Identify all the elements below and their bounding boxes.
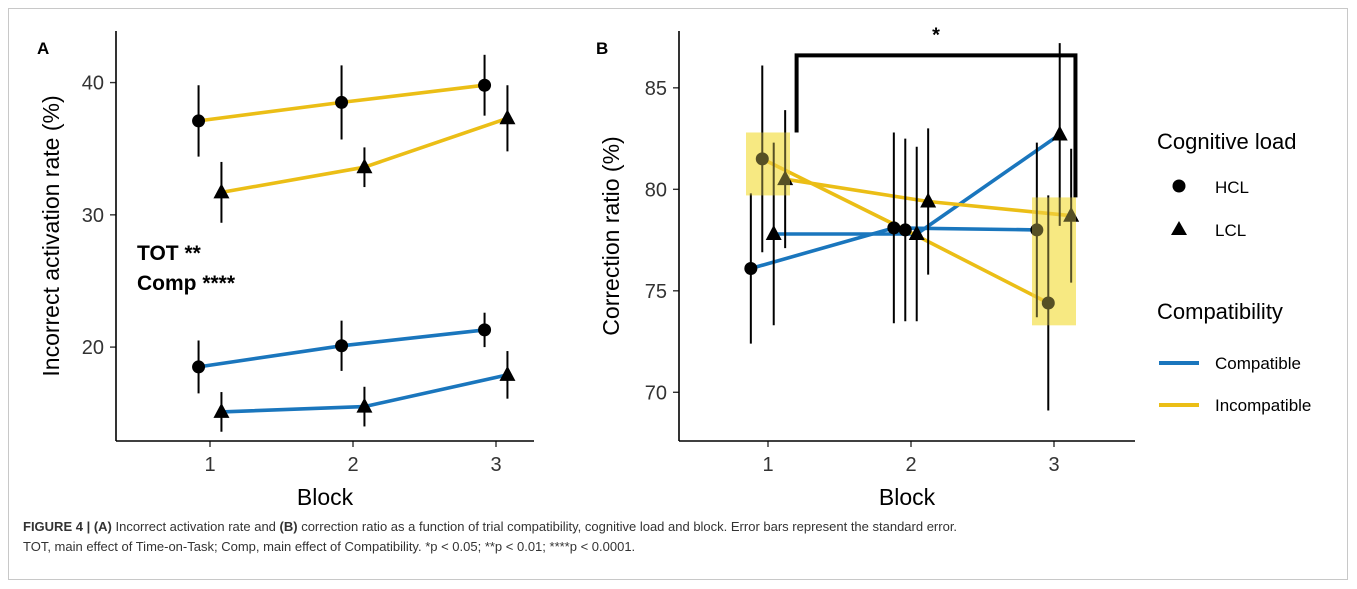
panel-b-x-axis-title: Block: [879, 484, 936, 509]
panel-b-y-tick-label: 75: [645, 281, 667, 303]
panel-b-point-lcl: [908, 224, 925, 240]
panel-b-point-hcl: [1041, 296, 1055, 310]
panel-a-y-tick-label: 30: [82, 205, 104, 227]
panel-b-y-tick-label: 70: [645, 382, 667, 404]
panel-a-annotation-comp: Comp ****: [137, 272, 236, 295]
panel-b-point-hcl: [744, 261, 758, 275]
panel-a-point-hcl: [192, 360, 206, 374]
panel-a-point-lcl: [499, 365, 516, 381]
panel-b-point-hcl: [755, 152, 769, 166]
panel-a: A 20 30 40 1 2 3 Block Incorrect activation r…: [37, 31, 534, 509]
figure-caption: FIGURE 4 | (A) Incorrect activation rate…: [23, 517, 1333, 557]
panel-a-point-hcl: [478, 323, 492, 337]
panel-b-point-hcl: [898, 223, 912, 237]
panel-b-significance-star: *: [932, 24, 940, 46]
panel-a-annotation-tot: TOT **: [137, 242, 202, 265]
panel-a-point-lcl: [213, 183, 230, 199]
figure-frame: A 20 30 40 1 2 3 Block Incorrect activation r…: [8, 8, 1348, 580]
caption-figure-label: FIGURE 4 |: [23, 519, 91, 534]
panel-a-point-hcl: [478, 78, 492, 92]
panel-a-plot-area: 20 30 40 1 2 3: [82, 54, 516, 476]
legend-compatible-label: Compatible: [1215, 354, 1301, 373]
legend-lcl-marker: [1171, 221, 1187, 235]
legend: Cognitive load HCL LCL Compatibility Com…: [1157, 129, 1311, 415]
caption-line-1: FIGURE 4 | (A) Incorrect activation rate…: [23, 517, 1333, 537]
panel-a-point-hcl: [335, 339, 349, 353]
panel-b-highlight-overlay-block-1: [746, 132, 790, 196]
legend-load-title: Cognitive load: [1157, 129, 1296, 154]
panel-b-significance-bracket: [794, 53, 1078, 198]
panel-b-tag: B: [596, 39, 608, 58]
panel-b-y-tick-label: 85: [645, 78, 667, 100]
panel-a-point-hcl: [192, 114, 206, 128]
panel-b-y-tick-label: 80: [645, 179, 667, 201]
caption-text-2: correction ratio as a function of trial …: [297, 519, 958, 534]
panel-a-x-tick-label: 1: [204, 454, 215, 476]
panel-a-x-tick-label: 3: [490, 454, 501, 476]
figure-canvas: A 20 30 40 1 2 3 Block Incorrect activation r…: [37, 24, 1311, 509]
panel-b-point-lcl: [1051, 125, 1068, 141]
panel-b-point-lcl: [1063, 206, 1080, 222]
panel-b-point-lcl: [777, 170, 794, 186]
panel-b-point-hcl: [887, 221, 901, 235]
caption-part-a: (A): [93, 519, 112, 534]
panel-a-point-lcl: [213, 402, 230, 418]
panel-b-y-axis-title: Correction ratio (%): [598, 136, 624, 335]
panel-a-y-tick-label: 40: [82, 73, 104, 95]
panel-a-y-axis-title: Incorrect activation rate (%): [38, 95, 64, 376]
panel-b-x-tick-label: 2: [905, 454, 916, 476]
legend-compat-title: Compatibility: [1157, 299, 1283, 324]
legend-hcl-marker: [1172, 179, 1186, 193]
legend-incompatible-label: Incompatible: [1215, 396, 1311, 415]
panel-a-point-lcl: [499, 109, 516, 125]
caption-text-1: Incorrect activation rate and: [111, 519, 280, 534]
panel-a-x-tick-label: 2: [347, 454, 358, 476]
panel-b-point-lcl: [920, 192, 937, 208]
caption-line-2: TOT, main effect of Time-on-Task; Comp, …: [23, 539, 636, 554]
caption-part-b: (B): [279, 519, 298, 534]
panel-b-highlight-overlay-block-3: [1032, 197, 1076, 326]
panel-a-point-lcl: [356, 397, 373, 413]
panel-a-y-tick-label: 20: [82, 337, 104, 359]
legend-hcl-label: HCL: [1215, 178, 1249, 197]
panel-b-x-tick-label: 3: [1048, 454, 1059, 476]
panel-a-point-hcl: [335, 95, 349, 109]
legend-lcl-label: LCL: [1215, 221, 1246, 240]
panel-b: B 70 75 80 85 1 2 3 * Block Correction ratio (%…: [596, 24, 1135, 509]
panel-b-point-hcl: [1030, 223, 1044, 237]
panel-a-point-lcl: [356, 158, 373, 174]
panel-b-plot-area: 70 75 80 85 1 2 3 *: [645, 24, 1080, 476]
panel-b-x-tick-label: 1: [762, 454, 773, 476]
panel-b-point-lcl: [765, 224, 782, 240]
panel-a-x-axis-title: Block: [297, 484, 354, 509]
panel-a-tag: A: [37, 39, 49, 58]
